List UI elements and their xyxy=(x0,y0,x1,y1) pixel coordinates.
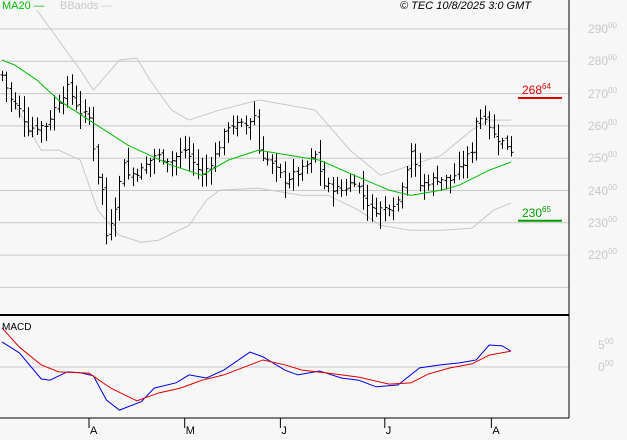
y-tick-label: 26000 xyxy=(588,117,617,133)
month-label: J xyxy=(281,425,287,437)
macd-title: MACD xyxy=(2,322,32,333)
macd-line xyxy=(1,341,512,411)
month-label: A xyxy=(492,425,500,437)
month-label: J xyxy=(385,425,392,437)
resistance-label: 26864 xyxy=(522,81,551,97)
bband-upper-line xyxy=(36,9,511,176)
ma20-line xyxy=(1,59,512,196)
support-label: 23065 xyxy=(522,204,551,220)
y-tick-label: 27000 xyxy=(588,85,617,101)
signal-line xyxy=(1,327,512,402)
y-tick-label: 29000 xyxy=(588,21,617,36)
month-label: M xyxy=(185,425,195,437)
legend-bbands: BBands — xyxy=(60,0,113,12)
y-tick-label: 25000 xyxy=(588,150,617,166)
macd-y-tick-label: 000 xyxy=(598,359,614,374)
y-tick-label: 24000 xyxy=(588,182,617,198)
bband-lower-line xyxy=(14,104,512,243)
macd-y-tick-label: 500 xyxy=(598,337,614,352)
y-tick-label: 22000 xyxy=(588,247,617,263)
legend-ma20-label: MA20 xyxy=(2,0,31,12)
copyright-label: © TEC 10/8/2025 3:0 GMT xyxy=(400,0,531,12)
legend-bbands-label: BBands xyxy=(60,0,99,12)
y-tick-label: 28000 xyxy=(588,53,617,69)
month-label: A xyxy=(90,425,98,437)
y-tick-label: 23000 xyxy=(588,214,617,230)
legend-ma20: MA20 — xyxy=(2,0,45,12)
